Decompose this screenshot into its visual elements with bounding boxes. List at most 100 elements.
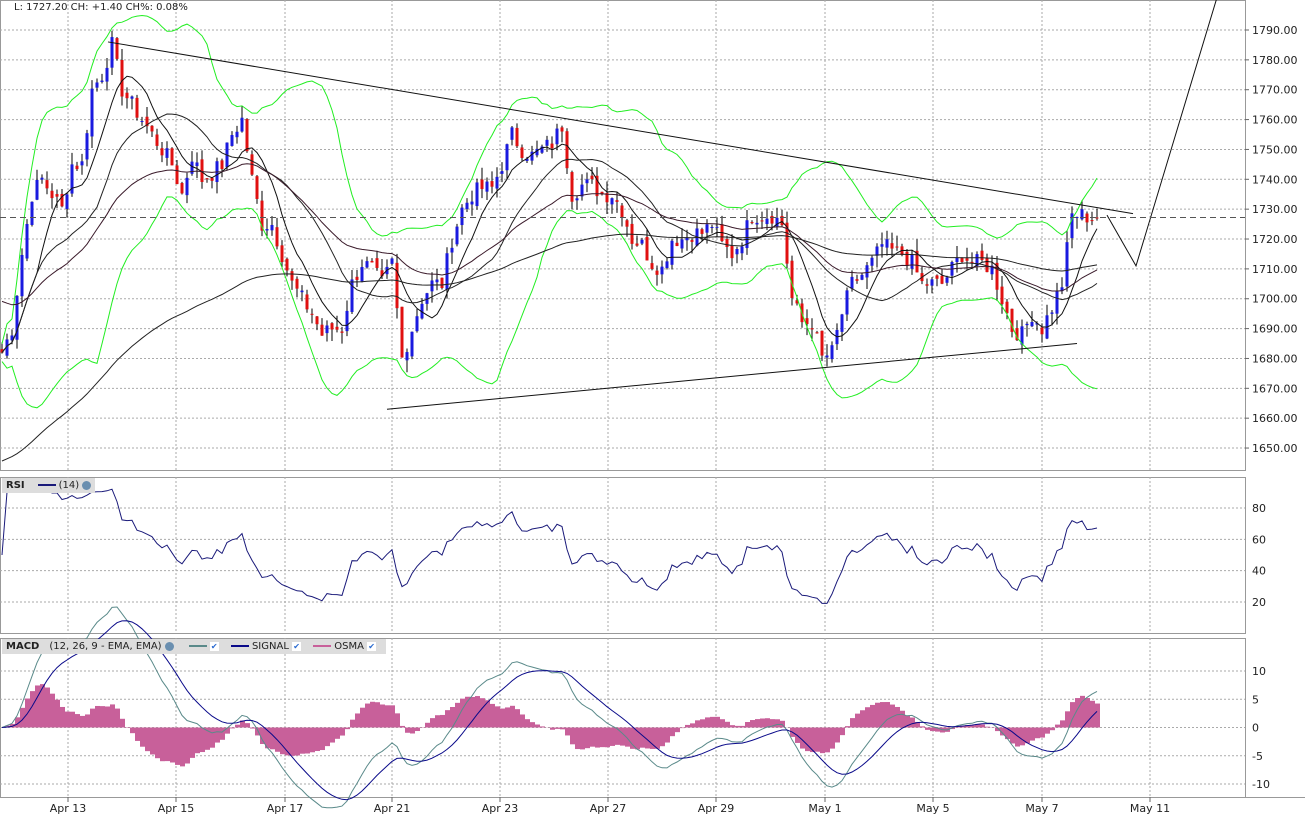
osma-bar bbox=[215, 727, 220, 743]
candle-body bbox=[400, 306, 404, 358]
x-tick-label: May 1 bbox=[808, 802, 841, 815]
osma-checkbox[interactable]: ✔ bbox=[367, 641, 377, 651]
osma-bar bbox=[1030, 727, 1035, 741]
rsi-params: (14) bbox=[58, 480, 80, 491]
osma-bar bbox=[840, 727, 845, 736]
osma-bar bbox=[425, 722, 430, 728]
signal-checkbox[interactable]: ✔ bbox=[292, 641, 302, 651]
osma-bar bbox=[160, 727, 165, 762]
candle-body bbox=[275, 227, 279, 247]
osma-bar bbox=[450, 707, 455, 728]
candle-body bbox=[1055, 291, 1059, 314]
change: CH: +1.40 bbox=[70, 2, 123, 13]
candle-body bbox=[870, 257, 874, 266]
y-tick-label: 1780.00 bbox=[1252, 54, 1298, 67]
candle-body bbox=[635, 243, 639, 246]
candle-body bbox=[10, 335, 14, 341]
candle-body bbox=[735, 249, 739, 255]
candle-body bbox=[550, 143, 554, 149]
osma-bar bbox=[890, 704, 895, 728]
osma-bar bbox=[595, 727, 600, 748]
candle-body bbox=[940, 275, 944, 284]
osma-bar bbox=[915, 721, 920, 728]
candle-body bbox=[1015, 328, 1019, 341]
osma-bar bbox=[775, 719, 780, 728]
osma-bar bbox=[885, 702, 890, 728]
osma-bar bbox=[320, 727, 325, 751]
candle-body bbox=[810, 328, 814, 330]
candle-body bbox=[1040, 327, 1044, 335]
candle-body bbox=[290, 271, 294, 281]
candle-body bbox=[170, 148, 174, 166]
candle-body bbox=[845, 290, 849, 315]
osma-bar bbox=[800, 727, 805, 749]
osma-bar bbox=[965, 725, 970, 728]
candle-body bbox=[585, 179, 589, 184]
osma-bar bbox=[75, 714, 80, 728]
y-tick-label: 1690.00 bbox=[1252, 323, 1298, 336]
osma-bar bbox=[290, 727, 295, 756]
rsi-line bbox=[1, 488, 1098, 604]
candle-body bbox=[195, 162, 199, 167]
osma-bar bbox=[170, 727, 175, 763]
settings-globe-icon[interactable] bbox=[82, 480, 92, 490]
candle-body bbox=[315, 316, 319, 325]
osma-bar bbox=[620, 727, 625, 746]
candle-body bbox=[260, 200, 264, 231]
candle-body bbox=[805, 318, 809, 325]
osma-bar bbox=[570, 727, 575, 745]
candle-body bbox=[905, 251, 909, 267]
osma-bar bbox=[150, 727, 155, 755]
osma-bar bbox=[870, 704, 875, 728]
osma-bar bbox=[210, 727, 215, 748]
macd-checkbox[interactable]: ✔ bbox=[209, 641, 219, 651]
osma-bar bbox=[335, 727, 340, 739]
candle-body bbox=[80, 161, 84, 166]
bollinger-lower bbox=[1, 196, 1098, 409]
osma-bar bbox=[955, 726, 960, 728]
osma-bar bbox=[875, 702, 880, 728]
bollinger-upper bbox=[1, 14, 1098, 344]
osma-bar bbox=[145, 727, 150, 752]
candle-body bbox=[605, 193, 609, 203]
osma-bar bbox=[710, 716, 715, 728]
candle-body bbox=[255, 176, 259, 199]
candle-body bbox=[965, 258, 969, 261]
candle-body bbox=[995, 262, 999, 290]
osma-bar bbox=[230, 727, 235, 729]
ma-fast bbox=[1, 75, 1098, 354]
osma-bar bbox=[810, 727, 815, 753]
candle-body bbox=[570, 172, 574, 202]
candle-body bbox=[705, 224, 709, 233]
osma-bar bbox=[85, 714, 90, 728]
candle-body bbox=[715, 226, 719, 228]
osma-bar bbox=[385, 705, 390, 728]
osma-bar bbox=[135, 727, 140, 741]
candle-body bbox=[245, 119, 249, 152]
settings-globe-icon[interactable] bbox=[164, 641, 174, 651]
osma-bar bbox=[670, 727, 675, 737]
candle-body bbox=[60, 193, 64, 207]
osma-bar bbox=[285, 727, 290, 756]
candle-body bbox=[1035, 323, 1039, 325]
osma-bar bbox=[700, 719, 705, 728]
candle-body bbox=[160, 148, 164, 156]
candle-body bbox=[485, 181, 489, 192]
candle-body bbox=[670, 240, 674, 265]
candle-body bbox=[515, 127, 519, 147]
candle-body bbox=[745, 220, 749, 249]
osma-bar bbox=[65, 711, 70, 728]
candle-body bbox=[860, 274, 864, 280]
candle-body bbox=[510, 127, 514, 140]
osma-bar bbox=[1020, 727, 1025, 746]
candle-body bbox=[555, 128, 559, 145]
candle-body bbox=[520, 147, 524, 158]
osma-bar bbox=[1010, 727, 1015, 744]
osma-bar bbox=[705, 717, 710, 728]
osma-bar bbox=[390, 705, 395, 728]
osma-bar bbox=[510, 705, 515, 728]
osma-bar bbox=[240, 720, 245, 728]
osma-bar bbox=[495, 706, 500, 728]
candle-body bbox=[345, 310, 349, 332]
candle-body bbox=[145, 116, 149, 127]
